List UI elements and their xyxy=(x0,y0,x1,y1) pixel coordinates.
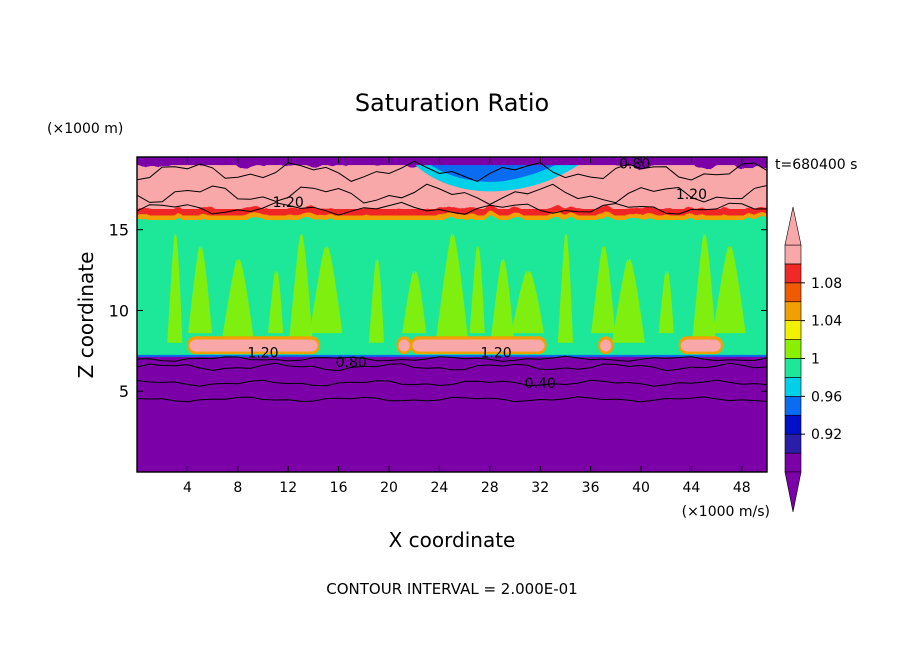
field-streak xyxy=(469,246,485,334)
plot-frame xyxy=(136,156,768,473)
x-axis: 4 8 12 16 20 24 28 32 36 40 44 48 xyxy=(183,157,751,496)
field-streak xyxy=(188,246,212,334)
field-lens xyxy=(412,339,545,352)
field-streak xyxy=(490,259,515,343)
contour-label: 1.20 xyxy=(247,345,278,361)
contour-line xyxy=(137,355,767,362)
field-lens xyxy=(398,339,410,352)
contour-label: 0.80 xyxy=(336,355,367,371)
colorbar-tick-label: 1 xyxy=(811,352,820,368)
x-tick-label: 36 xyxy=(582,480,600,496)
field-lens xyxy=(680,339,721,352)
contour-label: 1.20 xyxy=(481,345,512,361)
field-streak xyxy=(435,233,469,343)
field-lens xyxy=(600,339,612,352)
field-streak xyxy=(692,233,716,343)
colorbar: 0.92 0.96 1 1.04 1.08 xyxy=(784,206,842,513)
colorbar-tick-label: 1.04 xyxy=(811,314,842,330)
colorbar-under-arrow xyxy=(784,471,802,513)
x-tick-label: 20 xyxy=(380,480,398,496)
field-streak xyxy=(268,270,284,334)
contour-line xyxy=(137,160,767,183)
x-tick-label: 4 xyxy=(183,480,192,496)
contour-label: 1.20 xyxy=(676,187,707,203)
y-tick-label: 15 xyxy=(109,221,129,240)
x-tick-label: 44 xyxy=(682,480,700,496)
colorbar-tick-label: 0.92 xyxy=(811,427,842,443)
colorbar-segment xyxy=(784,433,802,454)
contour-labels: 0.80 1.20 1.20 1.20 1.20 0.80 0.40 xyxy=(247,156,707,392)
field-streak xyxy=(712,246,746,334)
field-streak xyxy=(368,259,384,343)
y-axis-label: Z coordinate xyxy=(74,252,98,379)
contour-label: 0.80 xyxy=(619,156,650,172)
contour-label: 1.20 xyxy=(273,195,304,211)
y-tick-label: 5 xyxy=(119,382,129,401)
y-tick-label: 10 xyxy=(109,301,129,320)
contour-line xyxy=(137,396,767,403)
x-tick-label: 28 xyxy=(481,480,499,496)
contour-line xyxy=(137,201,767,216)
x-axis-label: X coordinate xyxy=(389,528,516,552)
field-base-line xyxy=(137,354,767,357)
field-streak xyxy=(309,246,343,334)
field-top-dry xyxy=(137,157,767,166)
colorbar-segment xyxy=(784,414,802,435)
colorbar-segment xyxy=(784,244,802,265)
contour-lines xyxy=(137,160,767,403)
contour-interval-footer: CONTOUR INTERVAL = 2.000E-01 xyxy=(326,580,577,598)
field-streak xyxy=(288,233,313,343)
colorbar-segment xyxy=(784,377,802,397)
field-streak xyxy=(557,233,573,343)
time-label: t=680400 s xyxy=(775,157,857,173)
colorbar-segment xyxy=(784,396,802,416)
x-tick-label: 24 xyxy=(430,480,448,496)
colorbar-tick-label: 1.08 xyxy=(811,276,842,292)
y-axis: 5 10 15 xyxy=(109,221,767,401)
contour-label: 0.40 xyxy=(525,376,556,392)
x-tick-label: 32 xyxy=(531,480,549,496)
colorbar-segment xyxy=(784,339,802,359)
x-tick-label: 16 xyxy=(330,480,348,496)
x-tick-label: 12 xyxy=(279,480,297,496)
y-axis-unit: (×1000 m) xyxy=(47,121,123,137)
contour-line xyxy=(137,183,767,206)
colorbar-segment xyxy=(784,452,802,473)
colorbar-segment xyxy=(784,301,802,321)
chart-title: Saturation Ratio xyxy=(355,89,549,117)
contour-line xyxy=(137,362,767,372)
field-streak xyxy=(658,270,674,334)
field-streak xyxy=(167,233,183,343)
colorbar-over-arrow xyxy=(784,206,802,246)
x-tick-label: 48 xyxy=(733,480,751,496)
colorbar-segment xyxy=(784,282,802,303)
field-lens xyxy=(189,339,318,352)
field-streak xyxy=(591,246,616,334)
colorbar-segment xyxy=(784,263,802,284)
x-tick-label: 8 xyxy=(233,480,242,496)
colorbar-segment xyxy=(784,320,802,340)
x-tick-label: 40 xyxy=(632,480,650,496)
field-streak xyxy=(221,259,255,343)
field-streak xyxy=(511,270,544,334)
colorbar-tick-label: 0.96 xyxy=(811,389,842,405)
plot-area xyxy=(137,157,767,472)
colorbar-segment xyxy=(784,358,802,378)
contour-line xyxy=(137,379,767,387)
field-streak xyxy=(612,259,645,343)
x-axis-unit: (×1000 m/s) xyxy=(682,504,770,520)
field-streak xyxy=(402,270,427,334)
